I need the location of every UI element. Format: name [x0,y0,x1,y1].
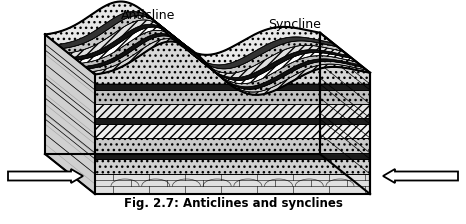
Polygon shape [77,27,356,84]
Polygon shape [95,153,370,159]
Polygon shape [91,39,370,95]
FancyArrow shape [383,169,458,183]
Polygon shape [95,41,370,84]
Polygon shape [68,20,349,78]
Polygon shape [95,104,370,118]
Text: Fig. 2.7: Anticlines and synclines: Fig. 2.7: Anticlines and synclines [123,197,343,210]
Polygon shape [45,34,95,194]
Text: Anticline: Anticline [121,9,175,22]
Polygon shape [85,34,363,89]
Polygon shape [81,30,360,87]
Polygon shape [88,36,366,92]
Polygon shape [95,90,370,104]
Polygon shape [95,159,370,174]
Polygon shape [95,124,370,138]
Polygon shape [62,15,343,73]
Polygon shape [95,138,370,153]
Polygon shape [74,24,352,80]
Polygon shape [95,84,370,90]
Polygon shape [95,174,370,194]
Polygon shape [45,2,333,65]
Polygon shape [95,118,370,124]
FancyArrow shape [8,169,83,183]
Polygon shape [320,33,370,194]
Polygon shape [57,11,337,69]
Text: Syncline: Syncline [268,18,322,31]
